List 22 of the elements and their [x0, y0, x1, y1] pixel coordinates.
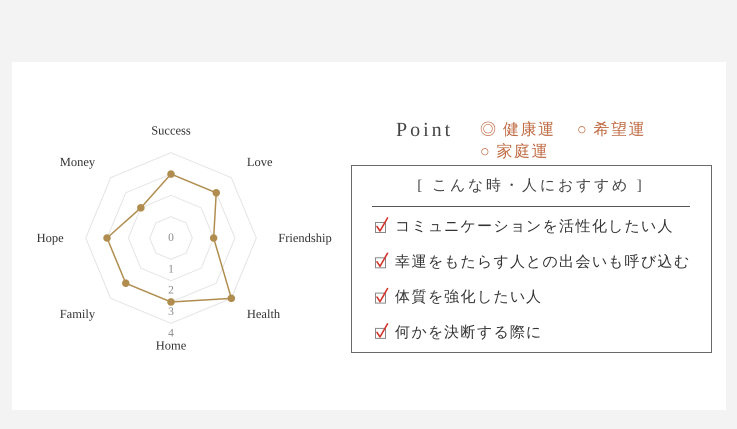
tick-label: 4 [168, 327, 174, 340]
text: 体質を強化したい人 [395, 288, 543, 306]
spoke-label: Health [246, 306, 280, 321]
category-label: ○ 家庭運 [480, 142, 550, 160]
tick-label: 3 [168, 306, 174, 318]
spoke-label: Money [60, 155, 96, 170]
tick-label: 0 [168, 232, 174, 244]
spoke-label: Home [156, 338, 186, 352]
tick-label: 2 [168, 284, 174, 297]
text: コミュニケーションを活性化したい人 [395, 218, 674, 235]
tick-label: 1 [168, 263, 174, 276]
spoke-label: Love [246, 155, 273, 170]
spoke-label: Hope [36, 231, 64, 245]
spoke-label: Friendship [278, 231, 332, 245]
spoke-label: Success [151, 124, 191, 138]
text: 幸運をもたらす人との出会いも呼び込む [395, 253, 690, 270]
spoke-label: Family [60, 306, 96, 321]
text: Point [396, 119, 454, 141]
category-label: ○ 希望運 [577, 120, 646, 138]
text: [ こんな時・人におすすめ ] [417, 177, 645, 194]
category-label: ◎ 健康運 [480, 120, 556, 138]
text: 何かを決断する際に [395, 324, 543, 341]
